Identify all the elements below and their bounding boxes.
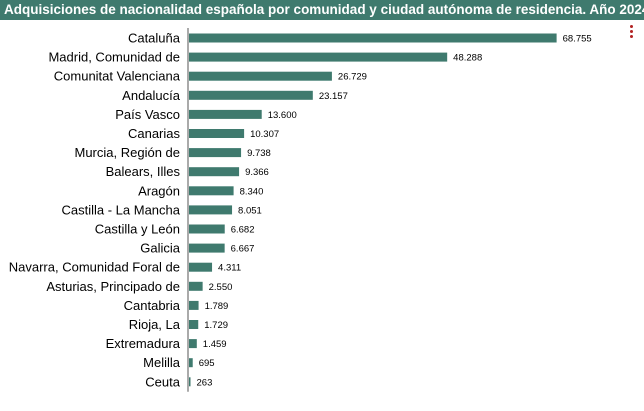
category-label: Comunitat Valenciana bbox=[54, 69, 181, 84]
bar[interactable] bbox=[189, 129, 245, 138]
bar[interactable] bbox=[189, 224, 225, 234]
category-label: Castilla - La Mancha bbox=[62, 202, 181, 217]
bar[interactable] bbox=[189, 339, 197, 349]
bar[interactable] bbox=[189, 90, 313, 100]
category-label: Ceuta bbox=[145, 374, 180, 389]
category-label: Castilla y León bbox=[95, 222, 180, 237]
data-label: 1.459 bbox=[203, 339, 227, 350]
data-label: 68.755 bbox=[563, 34, 592, 45]
chart-title: Adquisiciones de nacionalidad española p… bbox=[0, 0, 644, 20]
bar[interactable] bbox=[189, 377, 191, 387]
data-label: 695 bbox=[199, 358, 215, 369]
data-label: 1.729 bbox=[204, 320, 228, 331]
category-label: Andalucía bbox=[122, 88, 181, 103]
bar[interactable] bbox=[189, 262, 213, 272]
category-label: Melilla bbox=[143, 355, 181, 370]
bar[interactable] bbox=[189, 186, 234, 196]
bar[interactable] bbox=[189, 243, 225, 253]
bar[interactable] bbox=[189, 300, 199, 310]
data-label: 10.307 bbox=[250, 129, 279, 140]
data-label: 6.682 bbox=[231, 225, 255, 236]
data-label: 23.157 bbox=[319, 91, 348, 102]
category-label: Galicia bbox=[140, 241, 181, 256]
category-label: Aragón bbox=[138, 183, 180, 198]
data-label: 9.366 bbox=[245, 167, 269, 178]
category-label: Murcia, Región de bbox=[75, 145, 181, 160]
data-label: 4.311 bbox=[218, 263, 241, 274]
bar-chart: Cataluña 68.755 Madrid, Comunidad de 48.288… bbox=[9, 28, 592, 392]
bar[interactable] bbox=[189, 52, 448, 62]
data-label: 13.600 bbox=[268, 110, 297, 121]
bar[interactable] bbox=[189, 148, 242, 158]
data-label: 1.789 bbox=[205, 301, 229, 312]
data-label: 8.340 bbox=[240, 186, 264, 197]
category-label: Cantabria bbox=[124, 298, 181, 313]
category-label: País Vasco bbox=[115, 107, 180, 122]
bar[interactable] bbox=[189, 33, 557, 43]
bar[interactable] bbox=[189, 320, 199, 329]
category-label: Cataluña bbox=[128, 31, 181, 46]
category-label: Canarias bbox=[128, 126, 181, 141]
bar[interactable] bbox=[189, 358, 193, 368]
kebab-menu-icon[interactable] bbox=[626, 25, 636, 41]
bar[interactable] bbox=[189, 109, 262, 119]
data-label: 8.051 bbox=[238, 205, 262, 216]
data-label: 26.729 bbox=[338, 72, 367, 83]
data-label: 2.550 bbox=[209, 282, 233, 293]
data-label: 48.288 bbox=[453, 53, 482, 64]
category-label: Madrid, Comunidad de bbox=[48, 50, 180, 65]
data-label: 263 bbox=[197, 377, 213, 388]
bar[interactable] bbox=[189, 71, 332, 81]
category-label: Rioja, La bbox=[129, 317, 181, 332]
category-label: Balears, Illes bbox=[106, 164, 181, 179]
bar[interactable] bbox=[189, 205, 233, 215]
category-label: Extremadura bbox=[106, 336, 181, 351]
bar[interactable] bbox=[189, 167, 240, 177]
category-label: Asturias, Principado de bbox=[46, 279, 180, 294]
data-label: 9.738 bbox=[247, 148, 271, 159]
data-label: 6.667 bbox=[231, 244, 255, 255]
bar[interactable] bbox=[189, 281, 203, 291]
category-label: Navarra, Comunidad Foral de bbox=[9, 260, 180, 275]
